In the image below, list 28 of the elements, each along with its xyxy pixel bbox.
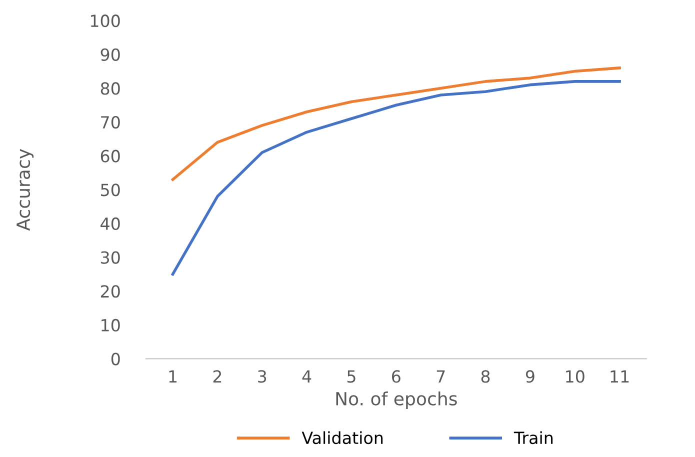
y-axis-title: Accuracy [16,148,34,231]
y-tick-label: 100 [90,14,120,28]
x-tick-label: 1 [169,370,177,383]
x-tick-label: 9 [526,370,534,383]
x-axis-title: No. of epochs [336,392,457,410]
line-series [171,80,621,276]
y-tick-label: 30 [101,251,120,264]
x-tick-label: 6 [392,370,400,383]
x-tick-label: 7 [436,370,445,383]
y-tick-label: 70 [101,116,120,129]
y-tick-label: 20 [100,285,120,298]
y-tick-label: 60 [100,150,120,162]
legend-label: Validation [302,431,383,444]
y-tick-label: 50 [101,184,120,196]
x-tick-label: 5 [347,370,356,383]
y-tick-label: 0 [111,352,120,366]
x-tick-label: 8 [481,370,490,383]
y-tick-label: 10 [102,318,120,332]
x-tick-label: 11 [610,370,629,383]
legend-label: Train [514,431,553,444]
y-tick-label: 80 [100,82,120,95]
line-series [171,66,621,181]
y-tick-label: 40 [100,217,120,230]
x-tick-label: 3 [258,370,266,383]
x-tick-label: 2 [213,370,222,383]
x-tick-label: 10 [566,370,584,383]
x-tick-label: 4 [302,370,312,383]
y-tick-label: 90 [100,48,120,61]
